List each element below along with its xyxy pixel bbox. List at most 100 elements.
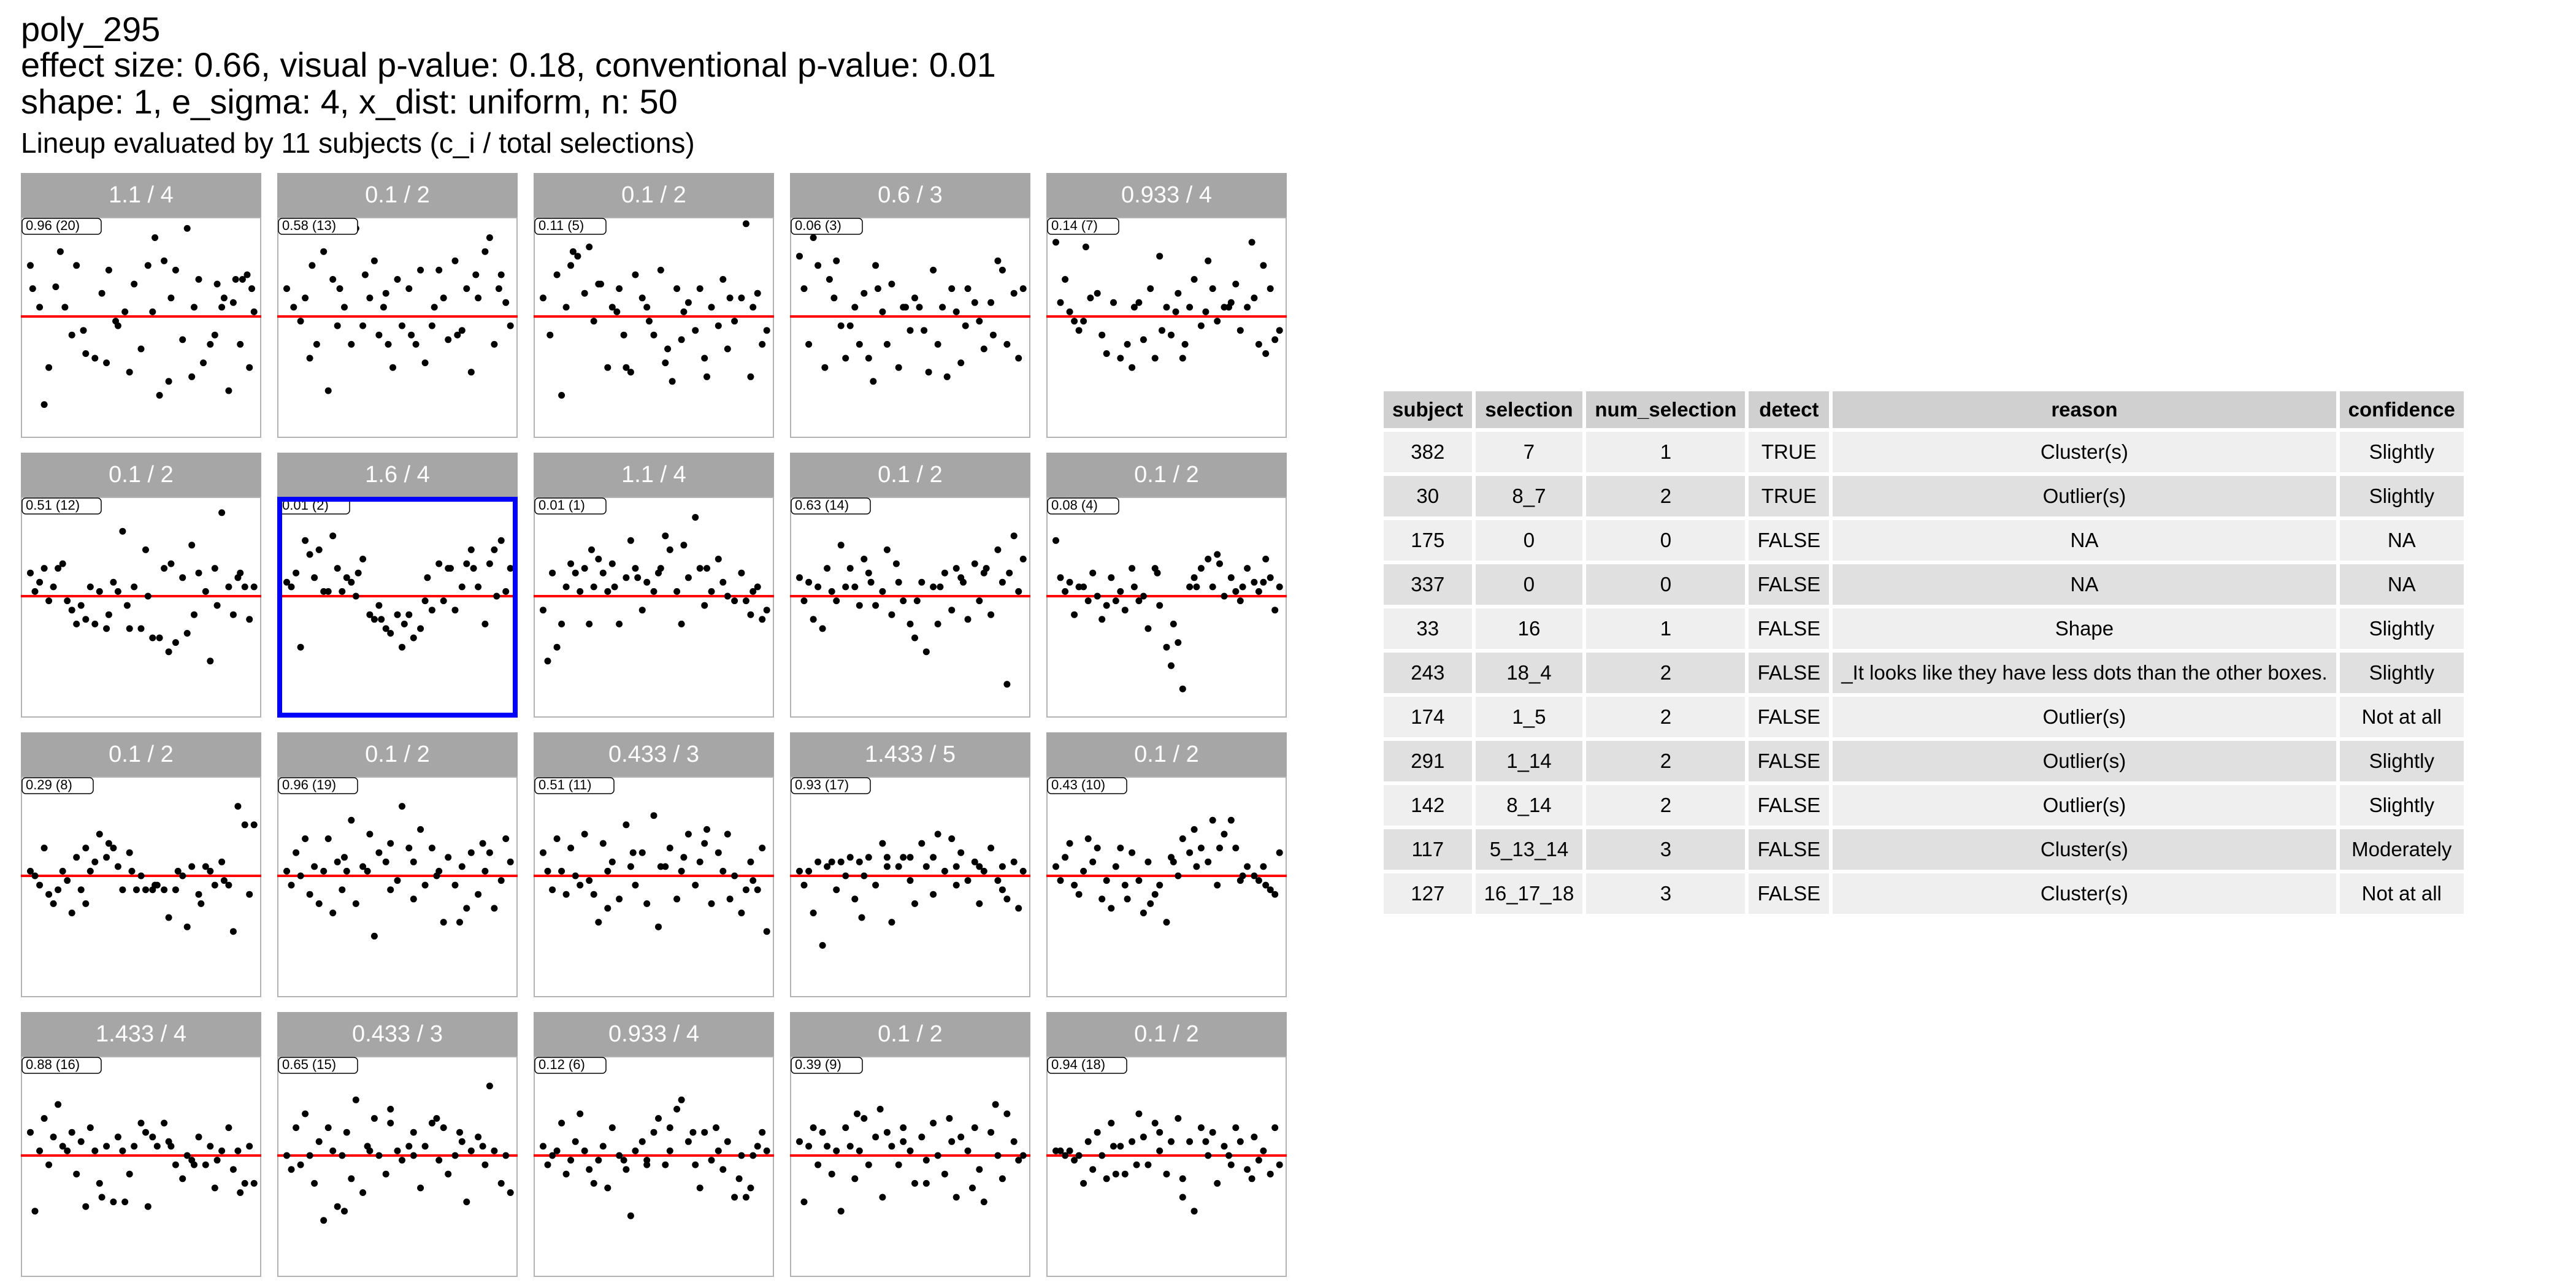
- data-point: [819, 1129, 826, 1136]
- data-point: [987, 845, 995, 852]
- lineup-panel-12[interactable]: 0.1 / 2 0.96 (19): [277, 732, 518, 997]
- data-point: [655, 1115, 662, 1122]
- data-point: [1255, 340, 1262, 348]
- lineup-panel-4[interactable]: 0.6 / 3 0.06 (3): [790, 173, 1030, 438]
- data-point: [921, 327, 928, 334]
- data-point: [463, 1198, 470, 1206]
- data-point: [957, 849, 965, 856]
- panel-frame: [790, 1056, 1030, 1277]
- lineup-panel-13[interactable]: 0.433 / 3 0.51 (11): [534, 732, 774, 997]
- data-point: [359, 863, 367, 870]
- data-point: [696, 565, 703, 572]
- data-point: [657, 565, 664, 572]
- data-point: [486, 1083, 493, 1090]
- table-cell-num_selection: 0: [1586, 520, 1746, 561]
- data-point: [375, 331, 383, 339]
- data-point: [1110, 299, 1117, 306]
- table-cell-confidence: NA: [2339, 520, 2464, 561]
- lineup-panel-3[interactable]: 0.1 / 2 0.11 (5): [534, 173, 774, 438]
- data-point: [1186, 583, 1194, 591]
- data-point: [964, 877, 972, 884]
- lineup-panel-16[interactable]: 1.433 / 4 0.88 (16): [21, 1012, 261, 1277]
- data-point: [435, 1157, 443, 1164]
- lineup-panel-14[interactable]: 1.433 / 5 0.93 (17): [790, 732, 1030, 997]
- data-point: [1135, 1110, 1143, 1117]
- lineup-panel-2[interactable]: 0.1 / 2 0.58 (13): [277, 173, 518, 438]
- data-point: [581, 289, 588, 297]
- data-point: [999, 1175, 1006, 1183]
- data-point: [992, 1101, 999, 1108]
- lineup-panel-7[interactable]: 1.6 / 4 0.01 (2): [277, 453, 518, 718]
- data-point: [581, 830, 588, 838]
- data-point: [29, 285, 36, 293]
- data-point: [491, 1147, 498, 1154]
- panel-strip-label: 0.933 / 4: [1046, 173, 1287, 217]
- data-point: [854, 1110, 861, 1117]
- table-cell-reason: Cluster(s): [1833, 432, 2336, 472]
- data-point: [562, 891, 570, 898]
- data-point: [1214, 1179, 1221, 1187]
- data-point: [953, 308, 960, 315]
- data-point: [355, 569, 362, 577]
- data-point: [1015, 905, 1022, 912]
- data-point: [925, 369, 932, 376]
- data-point: [846, 854, 854, 861]
- data-point: [497, 1179, 505, 1187]
- data-point: [759, 340, 766, 348]
- data-point: [608, 858, 616, 865]
- data-point: [283, 285, 290, 293]
- lineup-panel-17[interactable]: 0.433 / 3 0.65 (15): [277, 1012, 518, 1277]
- data-point: [1154, 569, 1161, 577]
- lineup-panel-9[interactable]: 0.1 / 2 0.63 (14): [790, 453, 1030, 718]
- lineup-panel-18[interactable]: 0.933 / 4 0.12 (6): [534, 1012, 774, 1277]
- panel-strip-label: 0.933 / 4: [534, 1012, 774, 1056]
- panel-label: 0.08 (4): [1051, 497, 1098, 513]
- data-point: [861, 289, 868, 297]
- lineup-panel-20[interactable]: 0.1 / 2 0.94 (18): [1046, 1012, 1287, 1277]
- data-point: [874, 285, 881, 293]
- lineup-panel-10[interactable]: 0.1 / 2 0.08 (4): [1046, 453, 1287, 718]
- panel-frame: [534, 497, 774, 718]
- table-cell-detect: FALSE: [1749, 520, 1830, 561]
- lineup-panel-5[interactable]: 0.933 / 4 0.14 (7): [1046, 173, 1287, 438]
- table-cell-confidence: Slightly: [2339, 432, 2464, 472]
- data-point: [218, 304, 226, 311]
- lineup-panel-19[interactable]: 0.1 / 2 0.39 (9): [790, 1012, 1030, 1277]
- data-point: [1071, 1157, 1078, 1164]
- data-point: [1190, 1208, 1198, 1215]
- lineup-panel-8[interactable]: 1.1 / 4 0.01 (1): [534, 453, 774, 718]
- data-point: [329, 532, 337, 540]
- data-point: [544, 1161, 551, 1168]
- data-point: [1251, 294, 1258, 302]
- data-point: [907, 877, 914, 884]
- lineup-panel-1[interactable]: 1.1 / 4 0.96 (20): [21, 173, 261, 438]
- lineup-panel-15[interactable]: 0.1 / 2 0.43 (10): [1046, 732, 1287, 997]
- table-cell-detect: FALSE: [1749, 564, 1830, 605]
- data-point: [389, 364, 396, 371]
- data-point: [1080, 1179, 1087, 1187]
- panel-frame: [21, 497, 261, 718]
- data-point: [61, 304, 69, 311]
- data-point: [502, 299, 510, 306]
- lineup-panel-11[interactable]: 0.1 / 2 0.29 (8): [21, 732, 261, 997]
- data-point: [435, 560, 443, 567]
- data-point: [895, 1161, 902, 1168]
- lineup-panel-6[interactable]: 0.1 / 2 0.51 (12): [21, 453, 261, 718]
- table-row: 142 8_14 2 FALSE Outlier(s) Slightly: [1384, 785, 2464, 826]
- data-point: [913, 597, 921, 605]
- data-point: [1071, 318, 1078, 325]
- data-point: [953, 565, 960, 572]
- data-point: [1232, 280, 1240, 288]
- data-point: [68, 910, 75, 916]
- data-point: [1236, 597, 1244, 605]
- data-point: [546, 331, 554, 339]
- data-point: [339, 886, 346, 894]
- data-point: [941, 569, 948, 577]
- data-point: [481, 867, 489, 875]
- table-cell-reason: Outlier(s): [1833, 697, 2336, 737]
- data-point: [241, 821, 248, 829]
- data-point: [983, 565, 990, 572]
- data-point: [634, 574, 642, 581]
- table-cell-subject: 117: [1384, 829, 1472, 870]
- data-point: [701, 355, 708, 362]
